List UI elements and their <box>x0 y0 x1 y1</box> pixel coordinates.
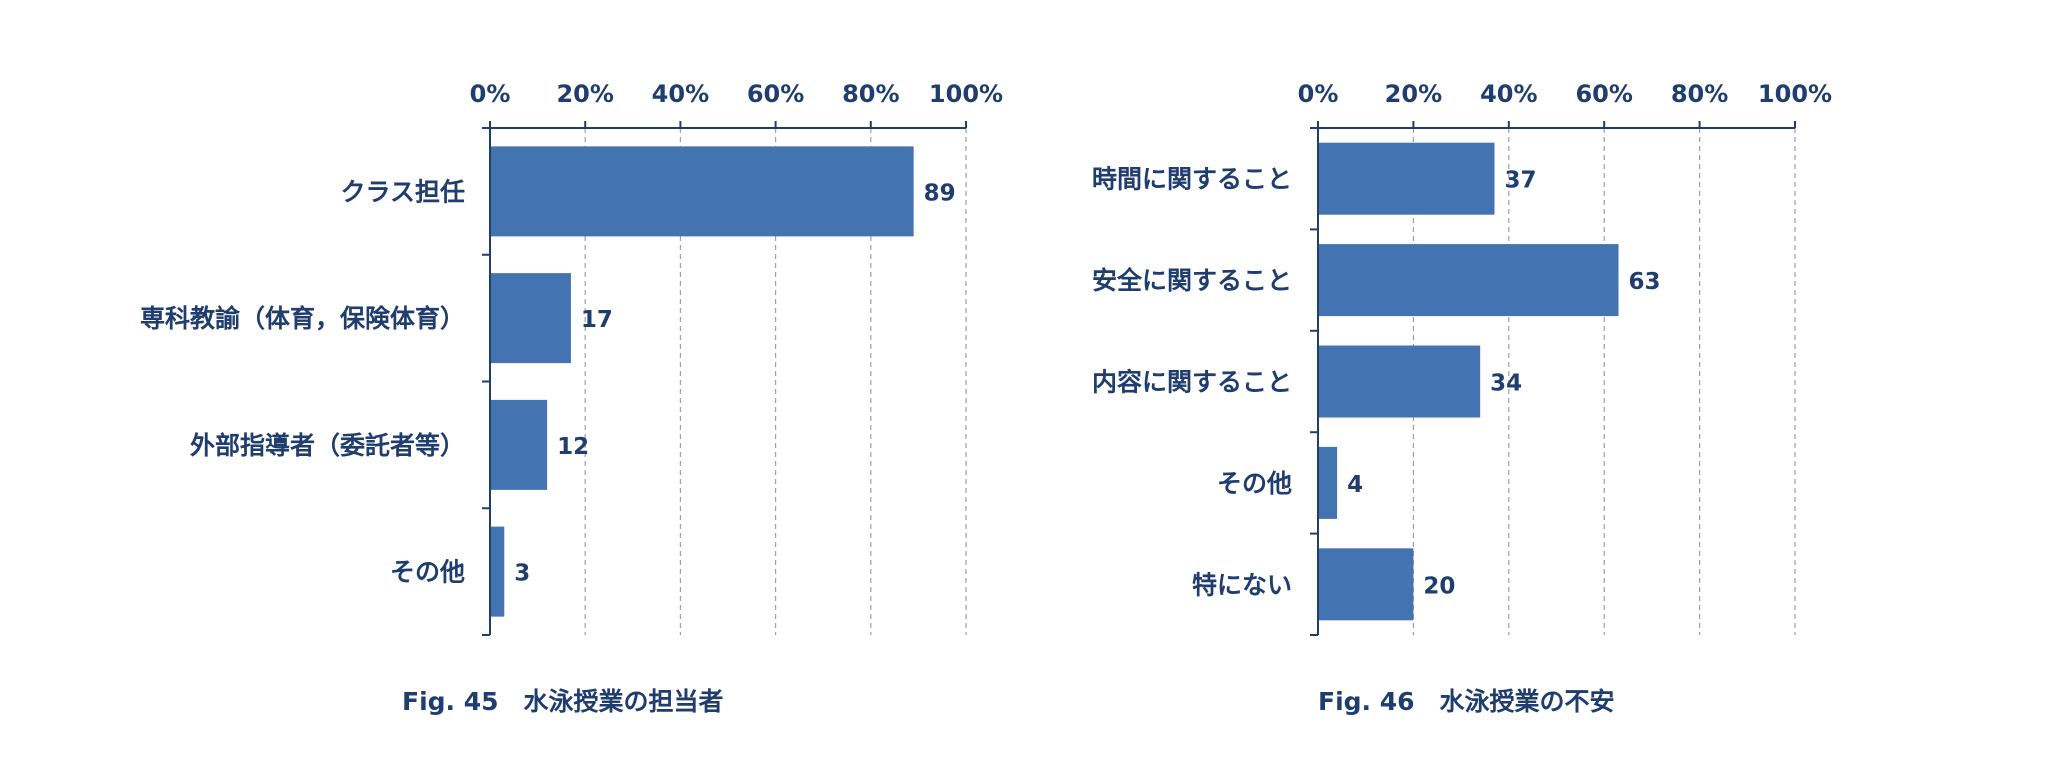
bar <box>491 526 505 617</box>
value-label: 17 <box>581 307 613 333</box>
value-label: 20 <box>1423 573 1455 599</box>
value-label: 4 <box>1347 472 1363 498</box>
value-label: 63 <box>1629 269 1661 295</box>
value-label: 89 <box>924 180 956 206</box>
x-tick-label: 40% <box>1480 80 1537 108</box>
category-label: 特にない <box>1192 570 1292 599</box>
bar <box>1319 548 1414 621</box>
category-label: 時間に関すること <box>1092 165 1292 194</box>
category-label: 外部指導者（委託者等） <box>190 431 465 460</box>
bar <box>1319 446 1338 519</box>
x-tick-label: 80% <box>1671 80 1728 108</box>
x-tick-label: 20% <box>556 80 613 108</box>
value-label: 34 <box>1490 371 1522 397</box>
x-tick-label: 100% <box>1758 80 1832 108</box>
category-label: 専科教諭（体育，保険体育） <box>140 304 465 333</box>
bar <box>1319 142 1495 215</box>
chart-fig45: 0% 20% 40% 60% 80% 100% 89 クラス担任 17 専科教諭（体育，保険体育）… <box>140 80 1003 716</box>
value-label: 37 <box>1504 168 1536 194</box>
value-label: 3 <box>514 561 530 587</box>
x-tick-label: 100% <box>929 80 1003 108</box>
category-label: 内容に関すること <box>1092 368 1292 397</box>
x-tick-label: 0% <box>470 80 511 108</box>
bar <box>491 399 548 490</box>
x-tick-label: 60% <box>1575 80 1632 108</box>
x-tick-label: 20% <box>1385 80 1442 108</box>
bar <box>491 146 914 237</box>
bar <box>1319 345 1481 418</box>
x-tick-label: 60% <box>747 80 804 108</box>
figure-caption: Fig. 46 水泳授業の不安 <box>1318 687 1615 716</box>
x-tick-label: 40% <box>652 80 709 108</box>
bar <box>491 273 571 364</box>
chart-fig46: 0% 20% 40% 60% 80% 100% 37 時間に関すること 63 安全に関すること 34… <box>1092 80 1832 716</box>
figure-caption: Fig. 45 水泳授業の担当者 <box>402 687 724 716</box>
category-label: 安全に関すること <box>1092 266 1292 295</box>
x-tick-label: 0% <box>1298 80 1339 108</box>
category-label: その他 <box>1217 469 1292 498</box>
category-label: クラス担任 <box>340 177 465 206</box>
x-tick-label: 80% <box>842 80 899 108</box>
value-label: 12 <box>557 434 589 460</box>
category-label: その他 <box>390 558 465 587</box>
bar <box>1319 244 1619 317</box>
